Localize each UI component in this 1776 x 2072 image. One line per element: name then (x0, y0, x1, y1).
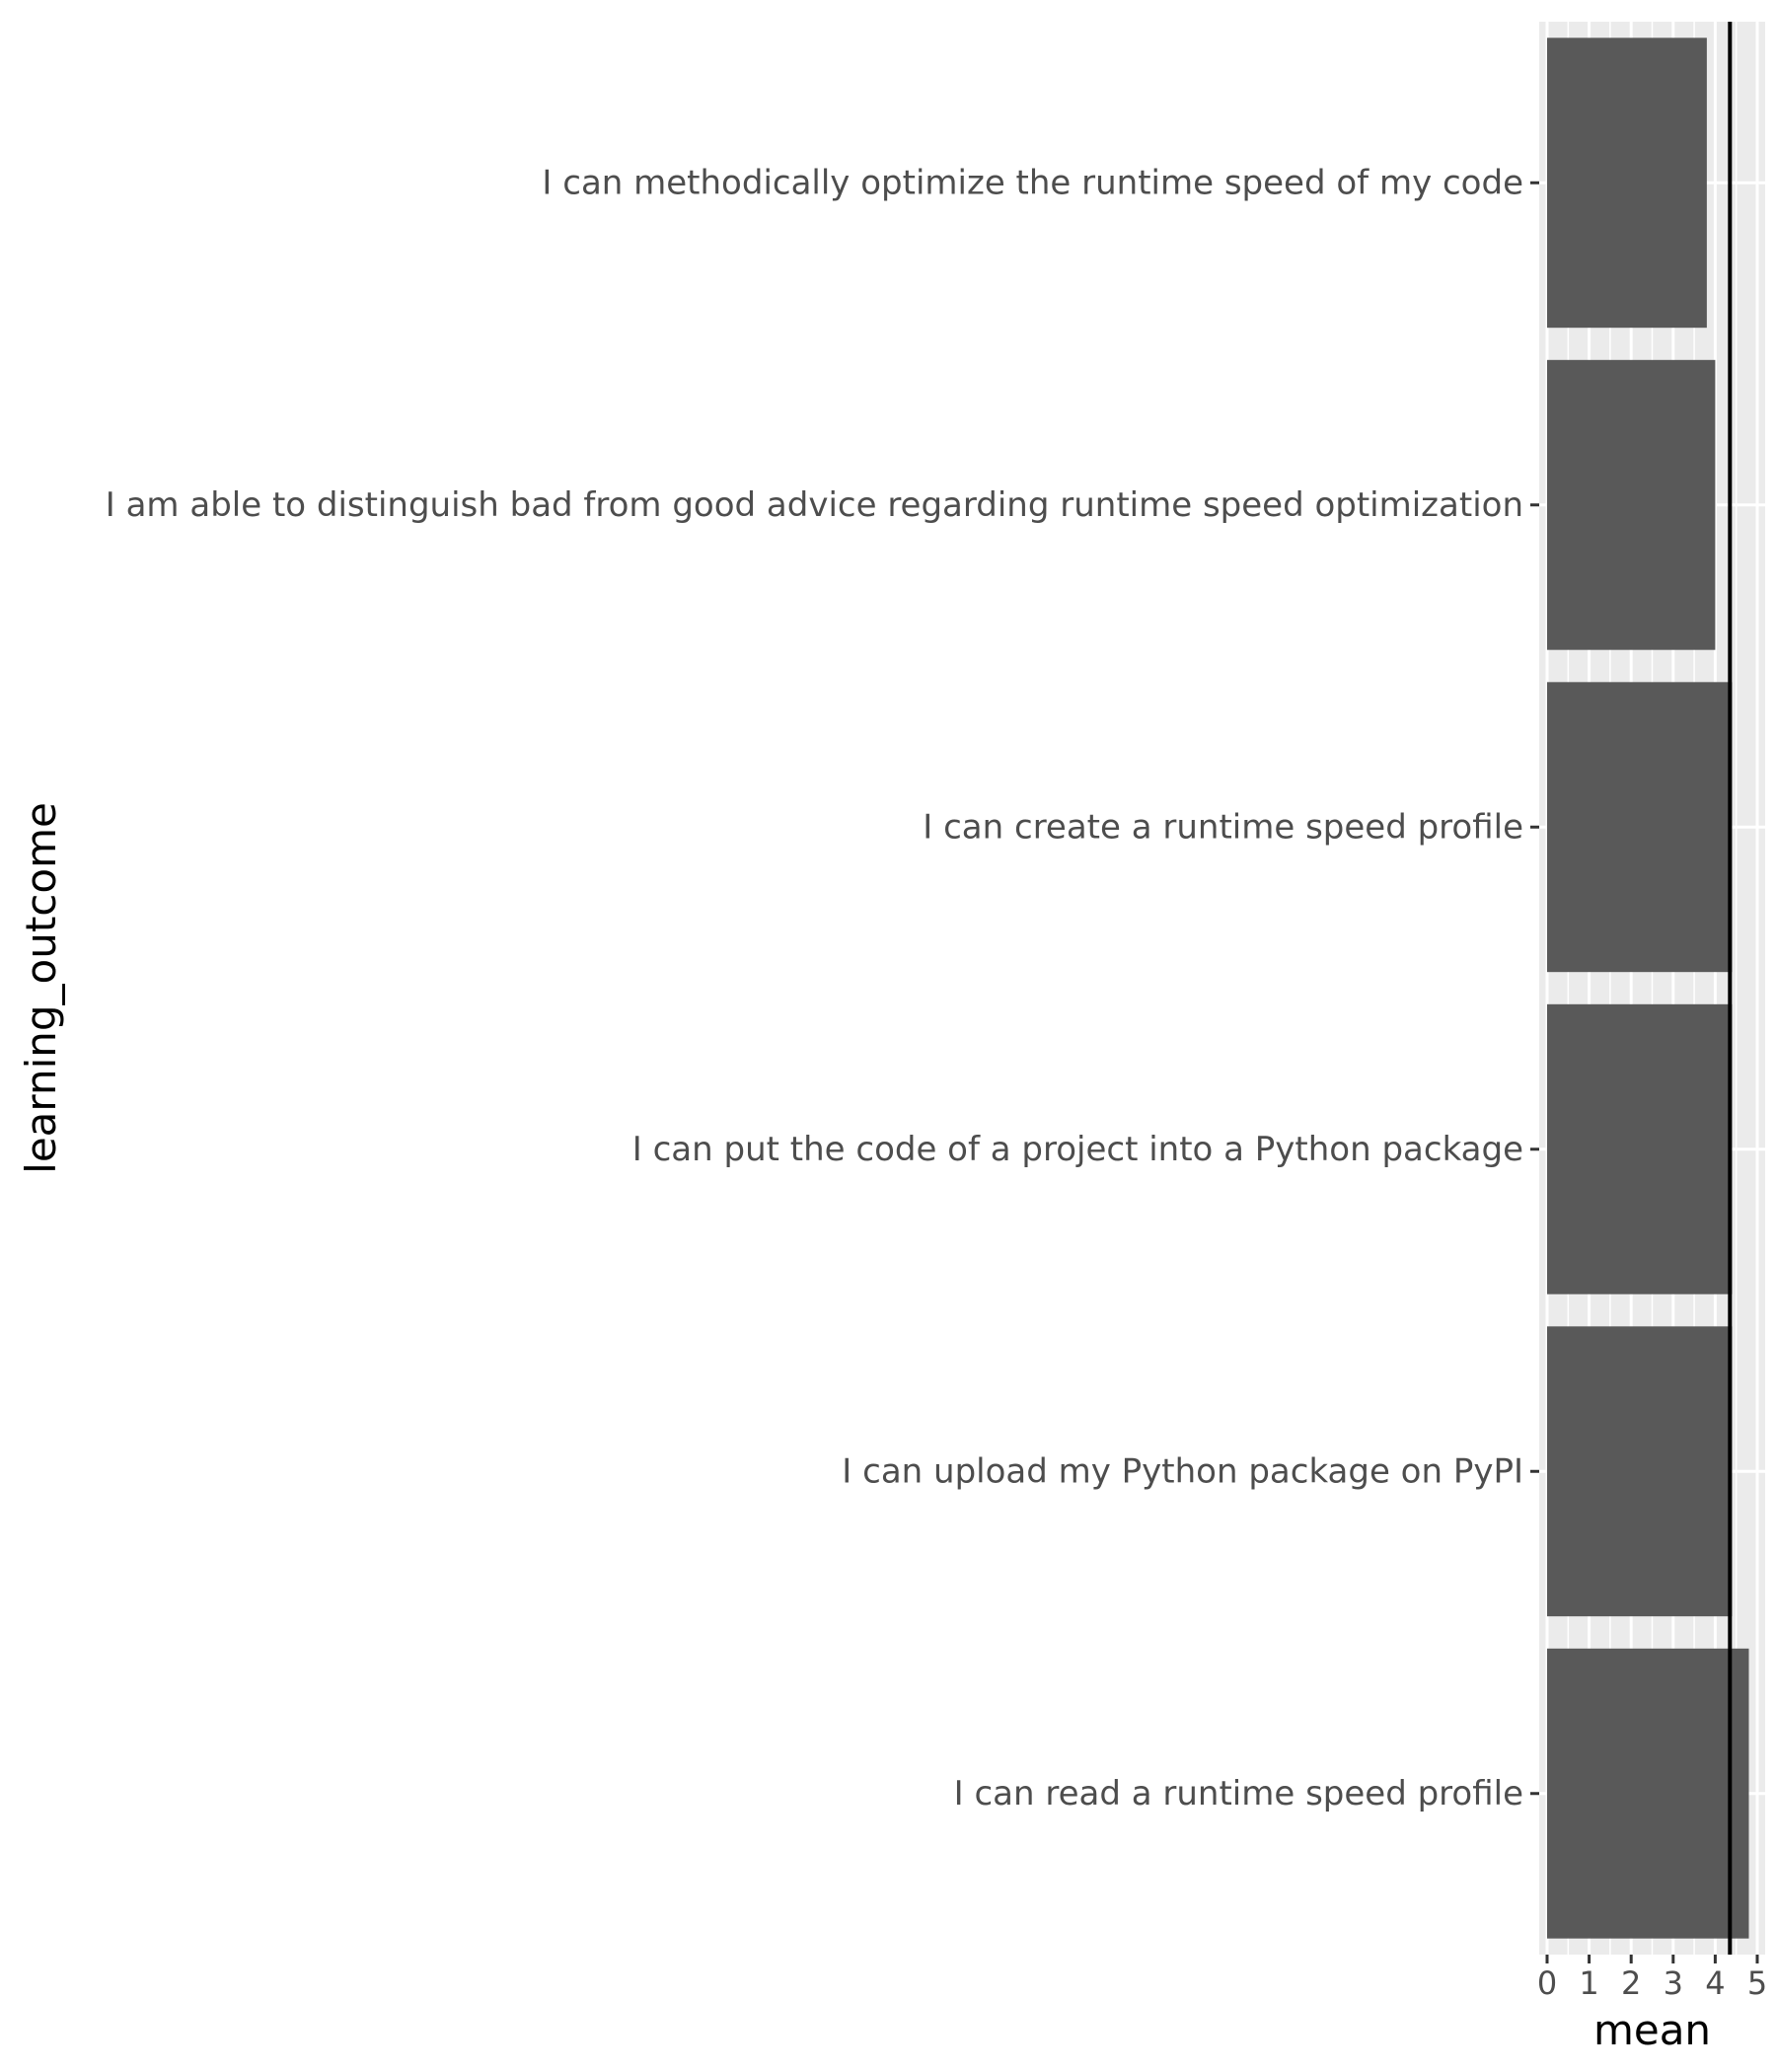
category-label: I can upload my Python package on PyPI (842, 1451, 1523, 1491)
x-tick-label: 0 (1537, 1964, 1557, 2002)
bar (1547, 1003, 1733, 1295)
x-tick-label: 1 (1579, 1964, 1598, 2002)
bars (1547, 37, 1749, 1939)
grid-lines (1539, 22, 1765, 1955)
category-label: I can put the code of a project into a P… (632, 1130, 1523, 1169)
bar (1547, 1648, 1749, 1939)
x-axis-title: mean (1593, 2006, 1711, 2054)
x-tick-label: 4 (1705, 1964, 1725, 2002)
bar (1547, 359, 1716, 650)
bar (1547, 37, 1707, 329)
x-tick-label: 5 (1747, 1964, 1767, 2002)
bar (1547, 1326, 1733, 1617)
category-label: I can methodically optimize the runtime … (542, 163, 1523, 202)
category-label: I am able to distinguish bad from good a… (106, 485, 1523, 525)
category-label: I can read a runtime speed profile (954, 1774, 1523, 1813)
y-axis-title: learning_outcome (17, 802, 65, 1174)
y-axis: I can methodically optimize the runtime … (106, 163, 1539, 1813)
x-tick-label: 3 (1664, 1964, 1683, 2002)
x-tick-label: 2 (1621, 1964, 1641, 2002)
category-label: I can create a runtime speed profile (923, 807, 1523, 847)
bar (1547, 682, 1733, 973)
